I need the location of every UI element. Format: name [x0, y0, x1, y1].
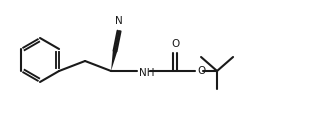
Text: O: O	[171, 39, 179, 49]
Text: NH: NH	[139, 68, 155, 78]
Text: N: N	[115, 16, 123, 26]
Polygon shape	[111, 51, 117, 71]
Text: O: O	[197, 66, 205, 76]
